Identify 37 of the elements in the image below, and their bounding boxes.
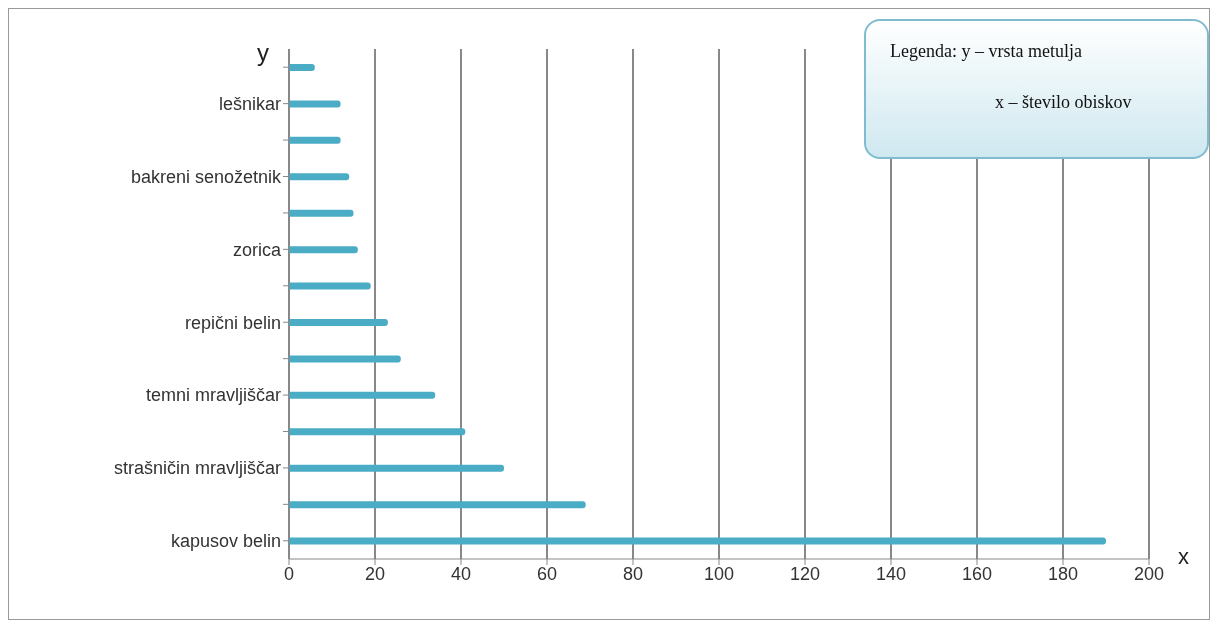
legend-box: Legenda: y – vrsta metulja x – število obiskov: [864, 19, 1209, 159]
y-tick-label: temni mravljiščar: [145, 385, 281, 406]
x-tick-label: 0: [283, 563, 295, 584]
bar: [289, 100, 341, 108]
bar: [289, 173, 350, 181]
x-tick-label: 80: [622, 563, 644, 584]
bar: [289, 246, 358, 254]
y-tick-label: strašničin mravljiščar: [113, 458, 281, 479]
bar: [289, 209, 354, 217]
x-tick-label: 20: [364, 563, 386, 584]
bar: [289, 391, 436, 399]
bar: [289, 428, 466, 436]
x-axis-title: x: [1178, 544, 1189, 569]
y-tick-label: repični belin: [184, 312, 281, 333]
annotation: Legenda: y – vrsta metulja: [890, 41, 1083, 62]
x-tick-label: 180: [1047, 563, 1079, 584]
x-tick-label: 40: [450, 563, 472, 584]
x-tick-label: 140: [875, 563, 907, 584]
y-tick-label: lešnikar: [218, 94, 281, 115]
x-tick-label: 100: [703, 563, 735, 584]
bar: [289, 464, 504, 472]
bar: [289, 282, 371, 290]
bar: [289, 537, 1106, 545]
x-tick-label: 160: [961, 563, 993, 584]
y-tick-label: kapusov belin: [170, 531, 281, 552]
y-tick-label: bakreni senožetnik: [130, 166, 282, 187]
x-tick-label: 120: [789, 563, 821, 584]
x-tick-label: 60: [536, 563, 558, 584]
x-tick-label: 200: [1133, 563, 1165, 584]
y-axis-title: y: [257, 39, 269, 67]
bar: [289, 64, 315, 71]
y-tick-label: zorica: [232, 239, 282, 260]
annotation: x – število obiskov: [995, 92, 1133, 113]
bar: [289, 136, 341, 144]
bar: [289, 319, 388, 326]
bar: [289, 355, 401, 363]
bar: [289, 501, 586, 509]
